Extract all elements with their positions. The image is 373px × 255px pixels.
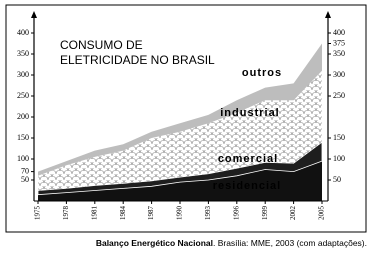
- y2-tick-label: 250: [333, 91, 345, 100]
- y-tick-label: 300: [17, 70, 29, 79]
- y-tick-label: 200: [17, 112, 29, 121]
- x-tick-label: 2002: [289, 206, 297, 221]
- series-label: comercial: [218, 153, 278, 165]
- source: Balanço Energético Nacional. Brasília: M…: [96, 238, 367, 248]
- x-tick-label: 1993: [204, 206, 212, 221]
- x-tick-label: 1990: [176, 206, 184, 221]
- y2-tick-label: 400: [333, 28, 345, 37]
- y-tick-label: 70: [21, 166, 29, 175]
- series-label: outros: [242, 67, 282, 79]
- x-tick-label: 1987: [147, 206, 155, 221]
- series-label: residencial: [213, 180, 281, 192]
- y-tick-label: 400: [17, 28, 29, 37]
- source-title: Balanço Energético Nacional: [95, 238, 213, 248]
- x-tick-label: 1996: [232, 206, 240, 221]
- y2-tick-label: 375: [333, 38, 345, 47]
- x-tick-label: 1981: [90, 206, 98, 221]
- y2-tick-label: 150: [333, 133, 345, 142]
- y2-tick-label: 50: [333, 175, 341, 184]
- x-tick-label: 1975: [34, 206, 42, 221]
- x-tick-label: 1978: [62, 206, 70, 221]
- y-tick-label: 100: [17, 154, 29, 163]
- y-tick-label: 50: [21, 175, 29, 184]
- x-tick-label: 1999: [261, 206, 269, 221]
- y2-tick-label: 100: [333, 154, 345, 163]
- y2-axis-arrow: [325, 11, 331, 18]
- area: [38, 43, 322, 176]
- y2-tick-label: 300: [333, 70, 345, 79]
- y-tick-label: 350: [17, 49, 29, 58]
- area: [38, 161, 322, 201]
- y-axis-arrow: [31, 11, 37, 18]
- y-tick-label: 150: [17, 133, 29, 142]
- y2-tick-label: 350: [333, 49, 345, 58]
- y-tick-label: 250: [17, 91, 29, 100]
- source-text: . Brasília: MME, 2003 (com adaptações).: [212, 238, 367, 248]
- chart-title: CONSUMO DE ELETRICIDADE NO BRASIL: [60, 38, 215, 67]
- series-label: industrial: [220, 107, 280, 119]
- area: [38, 70, 322, 191]
- frame: [5, 4, 367, 233]
- x-tick-label: 2005: [318, 206, 326, 221]
- x-tick-label: 1984: [119, 206, 127, 221]
